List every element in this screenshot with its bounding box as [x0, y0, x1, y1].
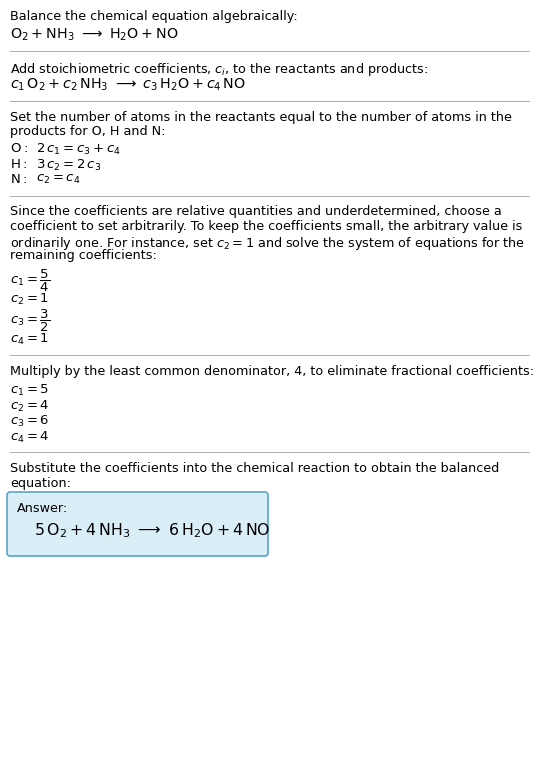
Text: $c_3 = \dfrac{3}{2}$: $c_3 = \dfrac{3}{2}$: [10, 308, 50, 334]
Text: $c_4 = 4$: $c_4 = 4$: [10, 430, 50, 444]
Text: $\mathrm{H:}$: $\mathrm{H:}$: [10, 158, 27, 171]
FancyBboxPatch shape: [7, 492, 268, 556]
Text: $\mathrm{O_2 + NH_3 \ \longrightarrow \ H_2O + NO}$: $\mathrm{O_2 + NH_3 \ \longrightarrow \ …: [10, 27, 178, 43]
Text: $c_1\,\mathrm{O_2} + c_2\,\mathrm{NH_3} \ \longrightarrow \ c_3\,\mathrm{H_2O} +: $c_1\,\mathrm{O_2} + c_2\,\mathrm{NH_3} …: [10, 77, 246, 94]
Text: Substitute the coefficients into the chemical reaction to obtain the balanced: Substitute the coefficients into the che…: [10, 462, 499, 475]
Text: $c_2 = 1$: $c_2 = 1$: [10, 292, 49, 306]
Text: $c_1 = 5$: $c_1 = 5$: [10, 383, 49, 398]
Text: $c_2 = 4$: $c_2 = 4$: [10, 399, 50, 414]
Text: Add stoichiometric coefficients, $c_i$, to the reactants and products:: Add stoichiometric coefficients, $c_i$, …: [10, 60, 428, 78]
Text: $c_4 = 1$: $c_4 = 1$: [10, 332, 49, 347]
Text: $\mathrm{N:}$: $\mathrm{N:}$: [10, 173, 27, 186]
Text: coefficient to set arbitrarily. To keep the coefficients small, the arbitrary va: coefficient to set arbitrarily. To keep …: [10, 220, 522, 233]
Text: Multiply by the least common denominator, 4, to eliminate fractional coefficient: Multiply by the least common denominator…: [10, 364, 534, 377]
Text: Since the coefficients are relative quantities and underdetermined, choose a: Since the coefficients are relative quan…: [10, 206, 502, 219]
Text: ordinarily one. For instance, set $c_2 = 1$ and solve the system of equations fo: ordinarily one. For instance, set $c_2 =…: [10, 235, 525, 251]
Text: $2\,c_1 = c_3 + c_4$: $2\,c_1 = c_3 + c_4$: [36, 142, 121, 157]
Text: products for O, H and N:: products for O, H and N:: [10, 126, 165, 139]
Text: $5\,\mathrm{O_2} + 4\,\mathrm{NH_3} \ \longrightarrow \ 6\,\mathrm{H_2O} + 4\,\m: $5\,\mathrm{O_2} + 4\,\mathrm{NH_3} \ \l…: [34, 521, 271, 539]
Text: Balance the chemical equation algebraically:: Balance the chemical equation algebraica…: [10, 10, 298, 23]
Text: $c_1 = \dfrac{5}{4}$: $c_1 = \dfrac{5}{4}$: [10, 267, 50, 293]
Text: $\mathrm{O:}$: $\mathrm{O:}$: [10, 142, 28, 155]
Text: $3\,c_2 = 2\,c_3$: $3\,c_2 = 2\,c_3$: [36, 158, 101, 173]
Text: equation:: equation:: [10, 476, 71, 489]
Text: $c_2 = c_4$: $c_2 = c_4$: [36, 173, 80, 186]
Text: remaining coefficients:: remaining coefficients:: [10, 249, 157, 262]
Text: $c_3 = 6$: $c_3 = 6$: [10, 414, 49, 429]
Text: Set the number of atoms in the reactants equal to the number of atoms in the: Set the number of atoms in the reactants…: [10, 111, 512, 124]
Text: Answer:: Answer:: [17, 502, 68, 515]
